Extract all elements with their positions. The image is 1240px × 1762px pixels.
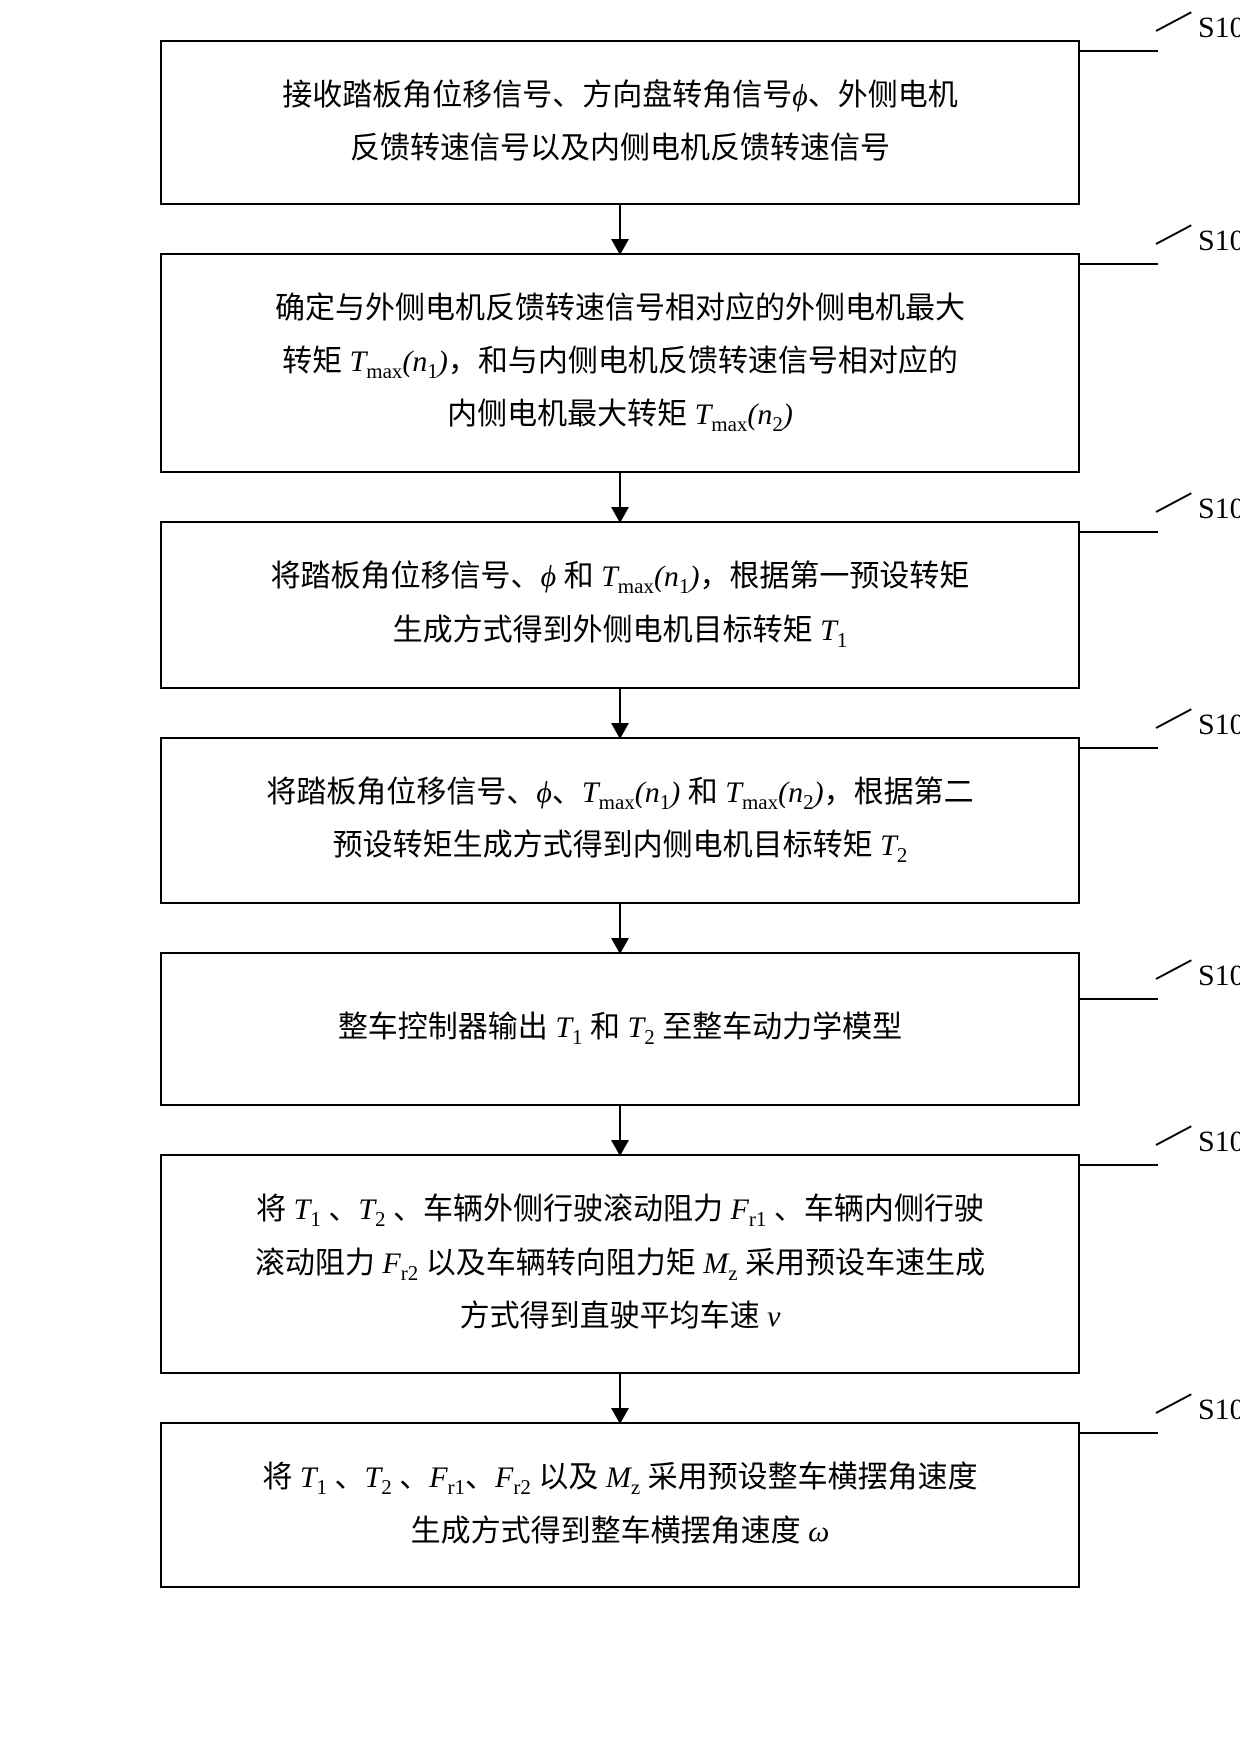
label-connector [1078, 747, 1158, 749]
step-text-line1: 将 T1 、T2 、Fr1、Fr2 以及 Mz 采用预设整车横摆角速度 [192, 1452, 1048, 1506]
label-connector-diag [1156, 708, 1192, 729]
step-s107: S107 将 T1 、T2 、Fr1、Fr2 以及 Mz 采用预设整车横摆角速度… [160, 1422, 1080, 1588]
step-text-line1: 接收踏板角位移信号、方向盘转角信号ϕ、外侧电机 [192, 70, 1048, 123]
step-label: S103 [1198, 483, 1240, 536]
arrow [619, 473, 621, 521]
step-text-line1: 将踏板角位移信号、ϕ、Tmax(n1) 和 Tmax(n2)，根据第二 [192, 767, 1048, 821]
step-text-line2: 滚动阻力 Fr2 以及车辆转向阻力矩 Mz 采用预设车速生成 [192, 1238, 1048, 1292]
label-connector-diag [1156, 1125, 1192, 1146]
label-connector [1078, 1432, 1158, 1434]
arrow [619, 205, 621, 253]
step-text-line2: 反馈转速信号以及内侧电机反馈转速信号 [192, 123, 1048, 176]
step-label: S106 [1198, 1116, 1240, 1169]
label-connector-diag [1156, 959, 1192, 980]
label-connector [1078, 263, 1158, 265]
label-connector [1078, 50, 1158, 52]
flowchart-container: S101 接收踏板角位移信号、方向盘转角信号ϕ、外侧电机 反馈转速信号以及内侧电… [60, 40, 1180, 1588]
step-text-line2: 生成方式得到整车横摆角速度 ω [192, 1506, 1048, 1559]
arrow [619, 689, 621, 737]
step-s106: S106 将 T1 、T2 、车辆外侧行驶滚动阻力 Fr1 、车辆内侧行驶 滚动… [160, 1154, 1080, 1374]
step-text-line3: 内侧电机最大转矩 Tmax(n2) [192, 389, 1048, 443]
step-text-line2: 生成方式得到外侧电机目标转矩 T1 [192, 605, 1048, 659]
label-connector-diag [1156, 11, 1192, 32]
step-s104: S104 将踏板角位移信号、ϕ、Tmax(n1) 和 Tmax(n2)，根据第二… [160, 737, 1080, 905]
step-label: S107 [1198, 1384, 1240, 1437]
step-text-line2: 转矩 Tmax(n1)，和与内侧电机反馈转速信号相对应的 [192, 336, 1048, 390]
step-text-line2: 预设转矩生成方式得到内侧电机目标转矩 T2 [192, 820, 1048, 874]
step-s101: S101 接收踏板角位移信号、方向盘转角信号ϕ、外侧电机 反馈转速信号以及内侧电… [160, 40, 1080, 205]
step-s105: S105 整车控制器输出 T1 和 T2 至整车动力学模型 [160, 952, 1080, 1106]
label-connector [1078, 1164, 1158, 1166]
step-text-line1: 将踏板角位移信号、ϕ 和 Tmax(n1)，根据第一预设转矩 [192, 551, 1048, 605]
step-s103: S103 将踏板角位移信号、ϕ 和 Tmax(n1)，根据第一预设转矩 生成方式… [160, 521, 1080, 689]
label-connector [1078, 531, 1158, 533]
arrow [619, 1374, 621, 1422]
step-text-line1: 将 T1 、T2 、车辆外侧行驶滚动阻力 Fr1 、车辆内侧行驶 [192, 1184, 1048, 1238]
label-connector-diag [1156, 224, 1192, 245]
arrow [619, 1106, 621, 1154]
step-text-line3: 方式得到直驶平均车速 v [192, 1291, 1048, 1344]
label-connector-diag [1156, 492, 1192, 513]
step-label: S105 [1198, 950, 1240, 1003]
step-label: S101 [1198, 2, 1240, 55]
step-label: S102 [1198, 215, 1240, 268]
arrow [619, 904, 621, 952]
step-text-line1: 确定与外侧电机反馈转速信号相对应的外侧电机最大 [192, 283, 1048, 336]
label-connector [1078, 998, 1158, 1000]
step-text-line1: 整车控制器输出 T1 和 T2 至整车动力学模型 [192, 1002, 1048, 1056]
step-label: S104 [1198, 699, 1240, 752]
label-connector-diag [1156, 1393, 1192, 1414]
step-s102: S102 确定与外侧电机反馈转速信号相对应的外侧电机最大 转矩 Tmax(n1)… [160, 253, 1080, 473]
